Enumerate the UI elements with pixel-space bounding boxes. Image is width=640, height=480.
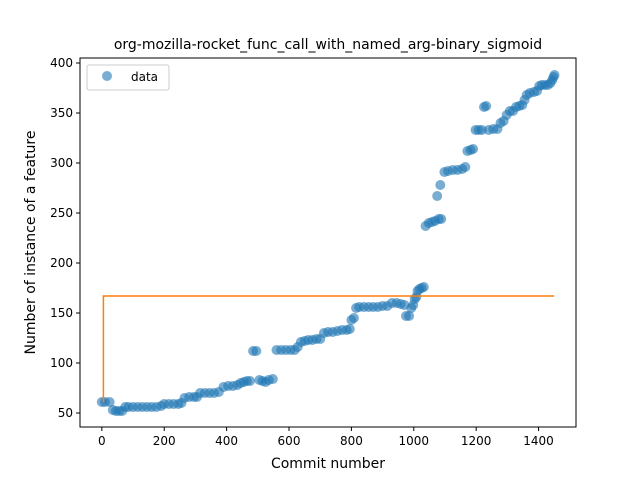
chart-title: org-mozilla-rocket_func_call_with_named_… [114,37,542,53]
y-tick-label: 400 [50,56,73,70]
data-point [476,125,487,135]
data-point [404,311,415,321]
x-tick-label: 1200 [461,434,492,448]
data-point [348,313,359,323]
plot-frame [79,57,577,428]
y-tick-label: 50 [58,406,73,420]
y-tick-label: 150 [50,306,73,320]
x-tick-label: 200 [153,434,176,448]
data-point [251,346,262,356]
x-tick-label: 1000 [399,434,430,448]
x-tick-label: 1400 [523,434,554,448]
y-axis: 50 100 150 200 250 300 350 400 [50,56,80,420]
y-tick-label: 100 [50,356,73,370]
x-axis-title: Commit number [271,456,385,472]
data-point [344,324,355,334]
x-tick-label: 0 [98,434,106,448]
data-point [432,191,443,201]
data-point [418,282,429,292]
legend-label-data: data [131,70,158,84]
data-point [435,180,446,190]
data-point [481,101,492,111]
y-axis-title: Number of instance of a feature [23,131,39,355]
data-point [267,374,278,384]
fit-line [102,295,555,402]
data-point [468,144,479,154]
y-tick-label: 200 [50,256,73,270]
data-point [104,397,115,407]
data-point [245,376,255,386]
x-axis: 0 200 400 600 800 1000 1200 1400 [98,427,554,448]
x-tick-label: 800 [340,434,363,448]
x-tick-label: 400 [215,434,238,448]
legend: data [86,64,170,91]
data-point [436,214,447,224]
plot-area [96,70,560,416]
legend-marker-data [102,71,112,81]
y-tick-label: 250 [50,206,73,220]
x-tick-label: 600 [278,434,301,448]
y-tick-label: 300 [50,156,73,170]
data-point [549,70,560,80]
data-point [460,162,471,172]
y-tick-label: 350 [50,106,73,120]
